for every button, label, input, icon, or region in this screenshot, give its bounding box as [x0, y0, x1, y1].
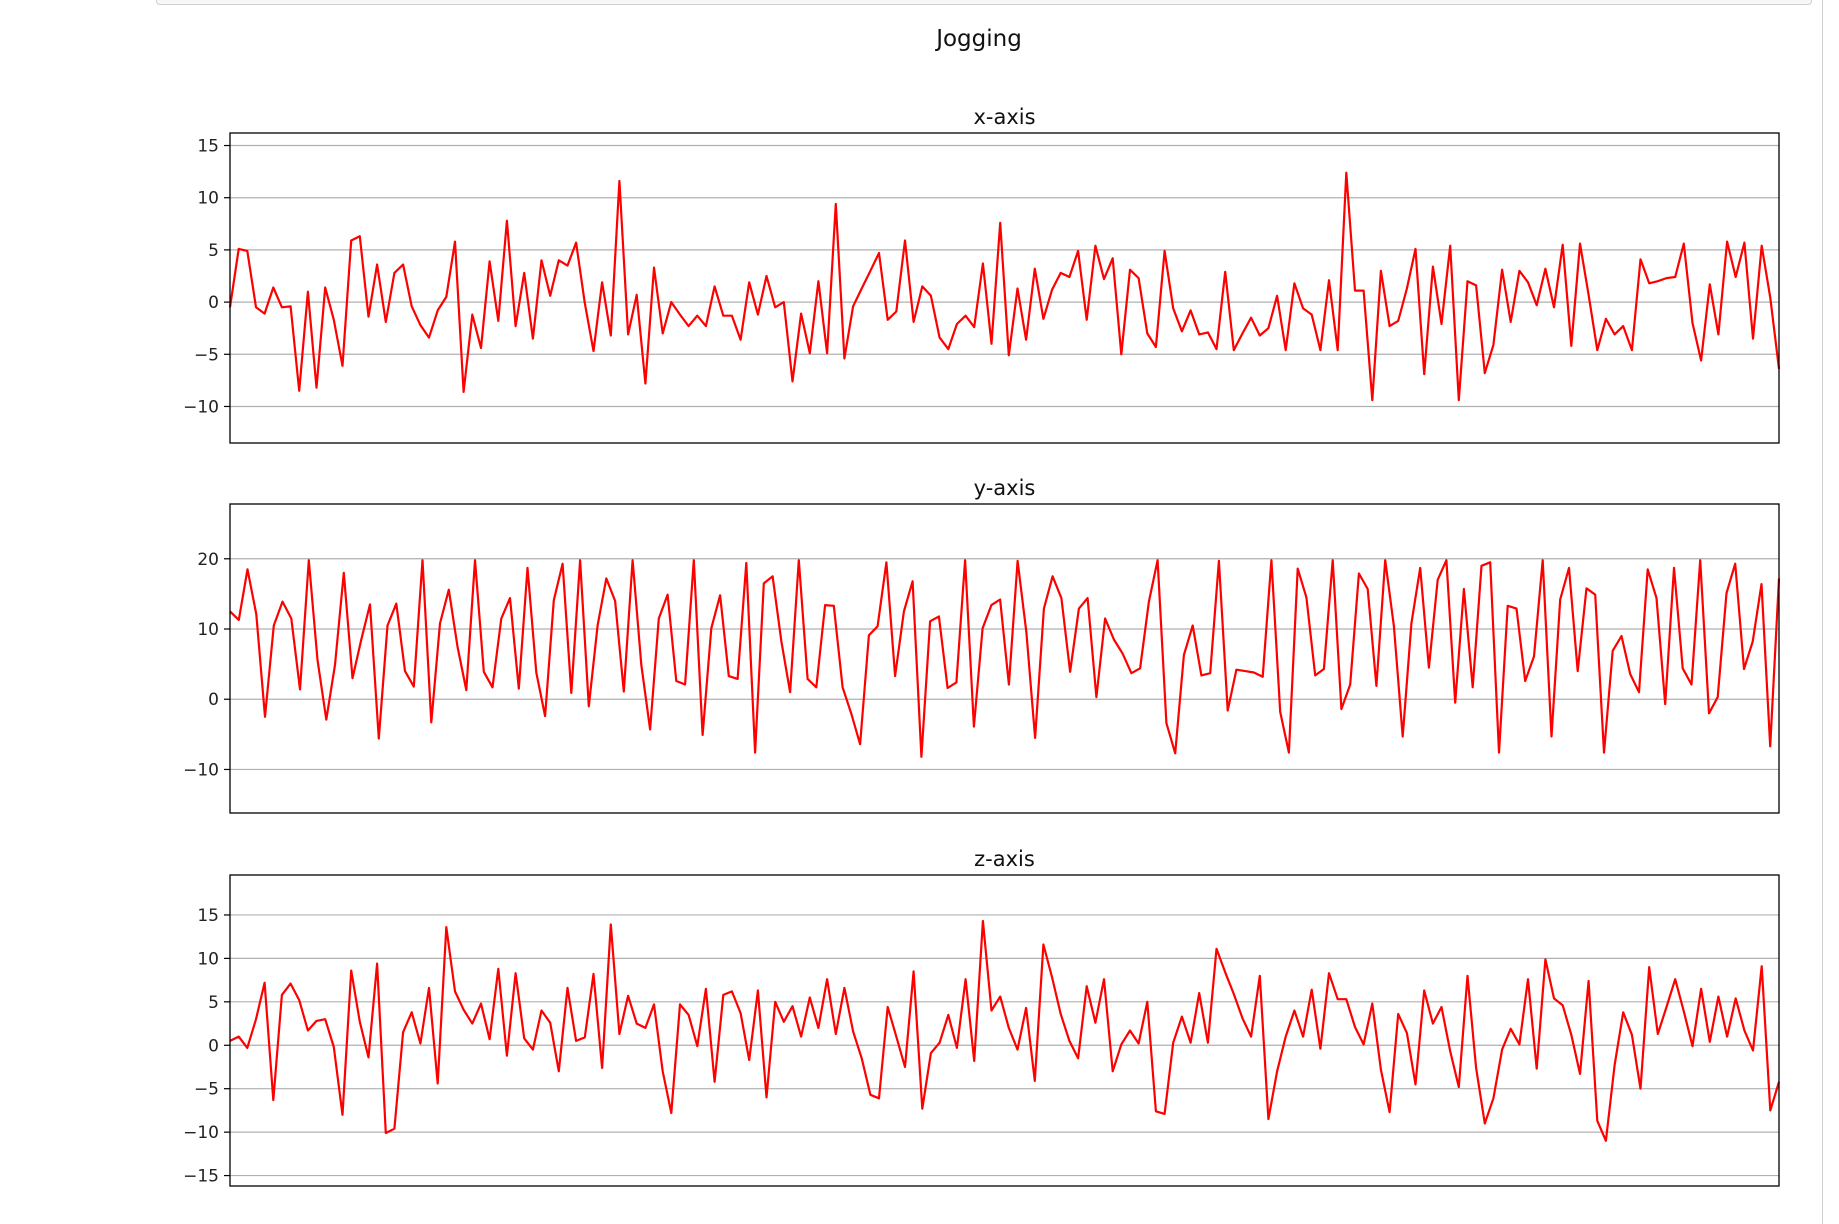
series-line [229, 919, 1781, 1142]
axes-frame [229, 874, 1780, 1187]
y-tick-label: 10 [197, 189, 219, 209]
x-axis-subplot: x-axis −10 −5 0 5 10 15 [183, 105, 1781, 444]
series-line [229, 559, 1781, 758]
y-tick-label: 0 [208, 690, 219, 710]
y-tick-label: −10 [183, 1123, 219, 1143]
y-tick-label: 15 [197, 906, 219, 926]
axes-frame [229, 132, 1780, 444]
y-tick-label: −15 [183, 1167, 219, 1187]
window-top-bar [156, 0, 1812, 5]
series-line [228, 171, 1781, 402]
scrollbar-edge[interactable] [1822, 0, 1823, 1224]
y-tick-label: 10 [197, 949, 219, 969]
y-tick-label: 0 [208, 293, 219, 313]
y-tick-label: 10 [197, 620, 219, 640]
y-tick-label: 20 [197, 550, 219, 570]
y-tick-label: 5 [208, 993, 219, 1013]
figure-title: Jogging [934, 26, 1022, 52]
axes-frame [229, 503, 1780, 814]
y-tick-label: 0 [208, 1036, 219, 1056]
y-tick-label: −5 [194, 345, 219, 365]
y-axis-subplot: y-axis −10 0 10 20 [183, 476, 1781, 814]
z-axis-subplot: z-axis −15 −10 −5 0 5 10 15 [183, 847, 1781, 1187]
subplot-title: x-axis [973, 105, 1035, 129]
y-tick-label: 15 [197, 137, 219, 157]
y-tick-label: −10 [183, 397, 219, 417]
y-tick-label: −10 [183, 760, 219, 780]
subplot-title: z-axis [974, 847, 1035, 871]
subplot-title: y-axis [974, 476, 1036, 500]
y-tick-label: −5 [194, 1080, 219, 1100]
y-tick-label: 5 [208, 241, 219, 261]
